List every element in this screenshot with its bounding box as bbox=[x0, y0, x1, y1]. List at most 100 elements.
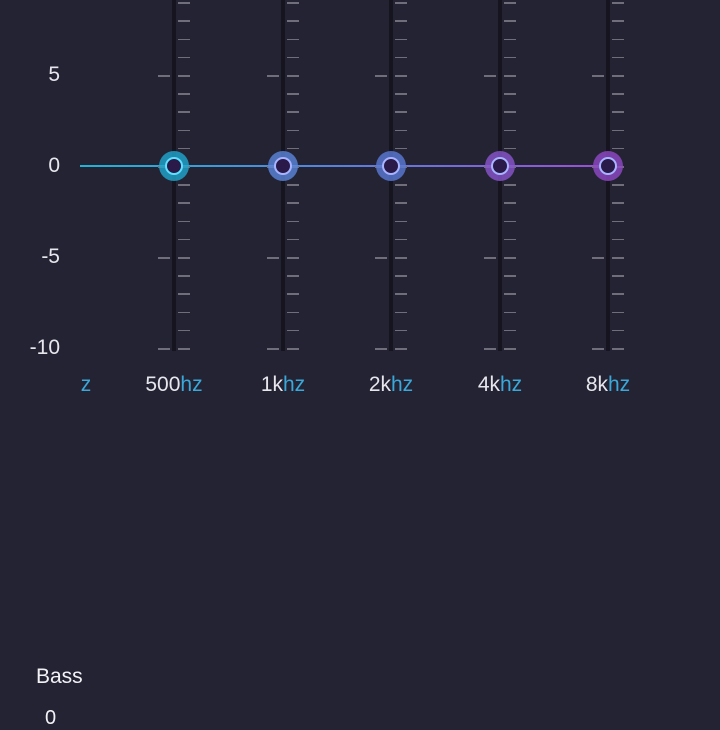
slider-knob-8k[interactable] bbox=[593, 151, 623, 181]
tick-mark bbox=[178, 20, 190, 22]
band-label-1k: 1khz bbox=[261, 373, 305, 397]
tick-mark bbox=[178, 111, 190, 113]
tick-mark bbox=[612, 311, 624, 314]
tick-mark bbox=[612, 348, 624, 350]
tick-mark bbox=[592, 348, 604, 350]
slider-knob-4k[interactable] bbox=[485, 151, 515, 181]
band-label-4k: 4khz bbox=[478, 373, 522, 397]
tick-mark bbox=[395, 111, 407, 113]
tick-mark bbox=[395, 2, 407, 4]
tick-mark bbox=[178, 56, 190, 59]
band-unit: hz bbox=[180, 373, 203, 396]
tick-mark bbox=[158, 348, 170, 350]
tick-mark bbox=[612, 275, 624, 277]
tick-mark bbox=[287, 75, 299, 77]
band-number: 1k bbox=[260, 373, 283, 396]
tick-mark bbox=[395, 293, 407, 295]
band-label-2k: 2khz bbox=[369, 373, 413, 397]
tick-mark bbox=[504, 184, 516, 186]
tick-mark bbox=[592, 257, 604, 259]
tick-mark bbox=[287, 329, 299, 332]
band-label-500: 500hz bbox=[145, 373, 202, 397]
tick-mark bbox=[612, 38, 624, 41]
tick-mark bbox=[178, 147, 190, 150]
tick-mark bbox=[395, 147, 407, 150]
tick-mark bbox=[612, 93, 624, 95]
tick-mark bbox=[375, 75, 387, 77]
band-number: 500 bbox=[145, 373, 181, 396]
tick-mark bbox=[504, 111, 516, 113]
band-unit: hz bbox=[391, 373, 414, 396]
tick-mark bbox=[612, 2, 624, 4]
tick-mark bbox=[395, 75, 407, 77]
tick-mark bbox=[287, 20, 299, 22]
tick-mark bbox=[178, 202, 190, 204]
tick-mark bbox=[287, 147, 299, 150]
knob-center bbox=[599, 157, 617, 175]
tick-mark bbox=[395, 238, 407, 241]
slider-knob-1k[interactable] bbox=[268, 151, 298, 181]
tick-mark bbox=[504, 220, 516, 223]
tick-mark bbox=[504, 20, 516, 22]
tick-mark bbox=[504, 56, 516, 59]
tick-mark bbox=[287, 275, 299, 277]
tick-mark bbox=[158, 75, 170, 77]
tick-mark bbox=[375, 348, 387, 350]
tick-mark bbox=[158, 257, 170, 259]
tick-mark bbox=[287, 202, 299, 204]
tick-mark bbox=[287, 257, 299, 259]
bass-value: 0 bbox=[45, 707, 57, 729]
tick-mark bbox=[612, 147, 624, 150]
tick-mark bbox=[178, 93, 190, 95]
tick-mark bbox=[395, 184, 407, 186]
tick-mark bbox=[592, 75, 604, 77]
tick-mark bbox=[178, 38, 190, 41]
tick-mark bbox=[612, 129, 624, 132]
tick-mark bbox=[375, 257, 387, 259]
tick-mark bbox=[395, 311, 407, 314]
tick-mark bbox=[612, 184, 624, 186]
band-unit: hz bbox=[283, 373, 306, 396]
tick-mark bbox=[612, 257, 624, 259]
tick-mark bbox=[178, 257, 190, 259]
band-unit: hz bbox=[608, 373, 631, 396]
band-label-8k: 8khz bbox=[586, 373, 630, 397]
tick-mark bbox=[395, 275, 407, 277]
tick-mark bbox=[287, 111, 299, 113]
tick-mark bbox=[178, 220, 190, 223]
tick-mark bbox=[484, 75, 496, 77]
tick-mark bbox=[287, 238, 299, 241]
tick-mark bbox=[395, 257, 407, 259]
knob-center bbox=[491, 157, 509, 175]
tick-mark bbox=[395, 202, 407, 204]
tick-mark bbox=[395, 220, 407, 223]
tick-mark bbox=[612, 293, 624, 295]
slider-knob-500[interactable] bbox=[159, 151, 189, 181]
tick-mark bbox=[504, 202, 516, 204]
tick-mark bbox=[612, 20, 624, 22]
tick-mark bbox=[395, 38, 407, 41]
tick-mark bbox=[612, 202, 624, 204]
y-axis-label: -10 bbox=[29, 336, 60, 359]
tick-mark bbox=[395, 348, 407, 350]
tick-mark bbox=[395, 56, 407, 59]
tick-mark bbox=[484, 257, 496, 259]
tick-mark bbox=[287, 129, 299, 132]
tick-mark bbox=[287, 2, 299, 4]
tick-mark bbox=[395, 129, 407, 132]
band-unit: hz bbox=[500, 373, 523, 396]
tick-mark bbox=[178, 329, 190, 332]
slider-knob-2k[interactable] bbox=[376, 151, 406, 181]
tick-mark bbox=[504, 257, 516, 259]
tick-mark bbox=[395, 329, 407, 332]
tick-mark bbox=[178, 238, 190, 241]
knob-center bbox=[165, 157, 183, 175]
tick-mark bbox=[178, 275, 190, 277]
band-number: 2k bbox=[368, 373, 391, 396]
tick-mark bbox=[287, 311, 299, 314]
tick-mark bbox=[178, 348, 190, 350]
y-axis-label: 0 bbox=[48, 154, 60, 177]
y-axis-label: 5 bbox=[48, 63, 60, 86]
tick-mark bbox=[287, 38, 299, 41]
tick-mark bbox=[395, 93, 407, 95]
